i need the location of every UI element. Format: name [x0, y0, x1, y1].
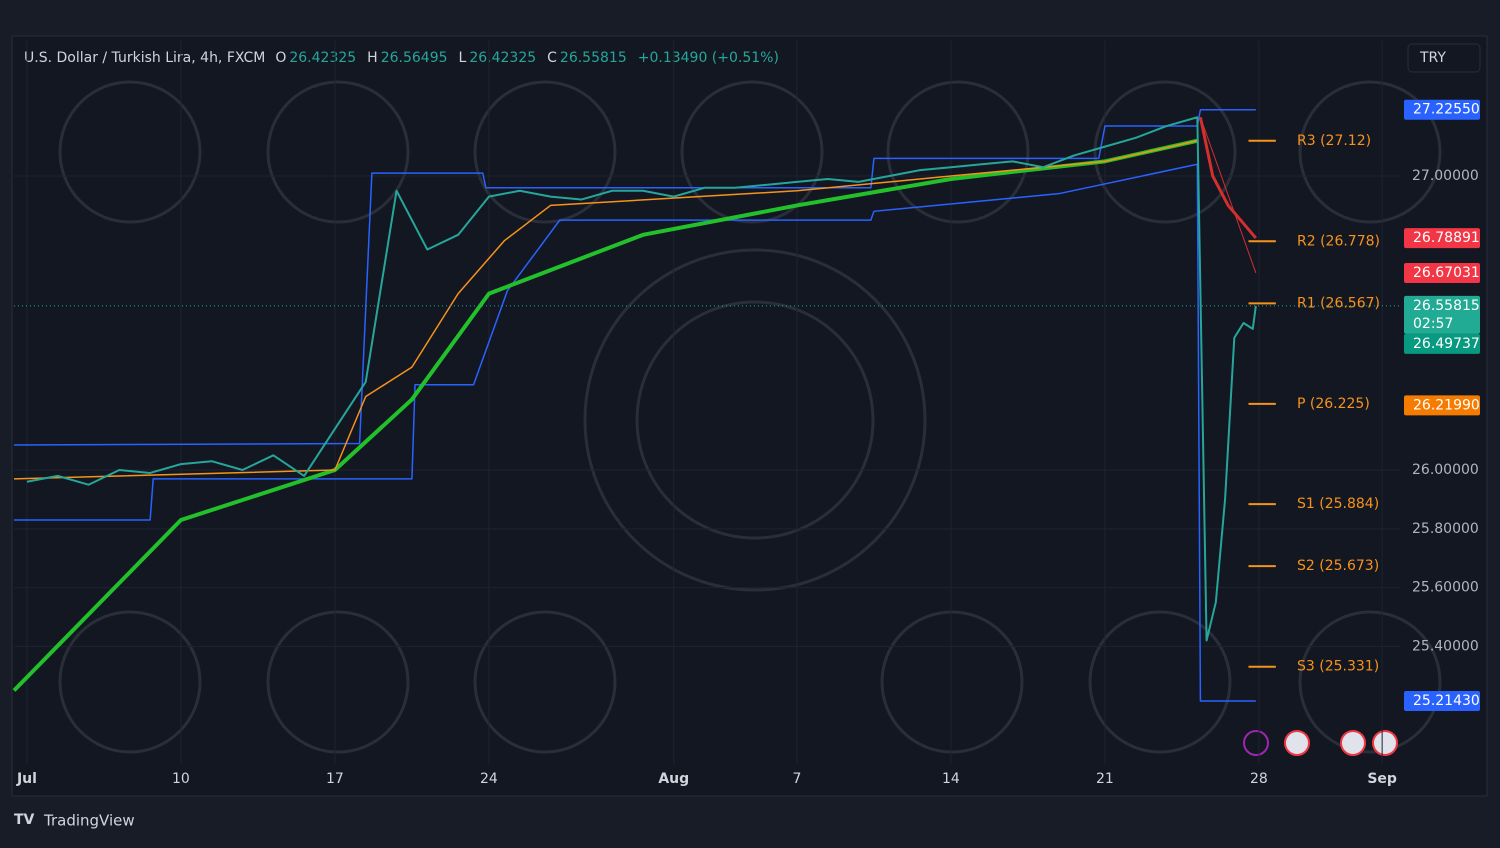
series-line [14, 163, 1256, 702]
pivot-label: S2 (25.673) [1297, 558, 1379, 574]
price-tag-label: 26.67031 [1413, 265, 1480, 281]
x-tick-label: Aug [658, 771, 689, 787]
x-tick-label: 28 [1250, 771, 1268, 787]
pivot-label: S1 (25.884) [1297, 496, 1379, 512]
price-tag [1404, 295, 1480, 334]
x-tick-label: 21 [1096, 771, 1114, 787]
price-tag [1404, 395, 1480, 416]
price-tag-label: 26.78891 [1413, 230, 1480, 246]
price-tag-label: 26.55815 [1413, 298, 1480, 314]
y-tick-label: 27.00000 [1412, 168, 1479, 184]
x-tick-label: 10 [172, 771, 190, 787]
pivot-label: R2 (26.778) [1297, 233, 1380, 249]
ohlc-value: 26.55815 [560, 50, 627, 66]
logo-mark: TV [14, 812, 35, 828]
chart-panel [11, 35, 1488, 797]
price-tag-label: 26.21990 [1413, 397, 1480, 413]
pivot-label: R1 (26.567) [1297, 295, 1380, 311]
price-tag-label: 25.21430 [1413, 693, 1480, 709]
ohlc-key: O [275, 50, 286, 66]
brand: TradingView [43, 812, 135, 830]
change: +0.13490 (+0.51%) [638, 50, 779, 66]
y-tick-label: 25.60000 [1412, 580, 1479, 596]
y-tick-label: 25.80000 [1412, 521, 1479, 537]
currency-button[interactable] [1407, 43, 1481, 73]
ohlc-key: H [367, 50, 378, 66]
series-line [26, 116, 1257, 642]
price-tag [1404, 690, 1480, 711]
x-tick-label: Sep [1367, 771, 1397, 787]
x-tick-label: 7 [792, 771, 801, 787]
countdown: 02:57 [1413, 316, 1453, 332]
symbol: U.S. Dollar / Turkish Lira, 4h, FXCM [24, 50, 265, 66]
price-tag-label: 27.22550 [1413, 102, 1480, 118]
x-tick-label: Jul [16, 771, 37, 787]
price-tag [1404, 333, 1480, 354]
currency[interactable]: TRY [1419, 50, 1446, 66]
ohlc-value: 26.56495 [381, 50, 448, 66]
ohlc-key: L [459, 50, 467, 66]
x-tick-label: 17 [326, 771, 344, 787]
x-tick-label: 24 [480, 771, 498, 787]
pivot-label: R3 (27.12) [1297, 133, 1371, 149]
header: U.S. Dollar / Turkish Lira, 4h, FXCM [24, 50, 265, 66]
pivot-label: S3 (25.331) [1297, 659, 1379, 675]
x-tick-label: 14 [942, 771, 960, 787]
y-tick-label: 26.00000 [1412, 462, 1479, 478]
price-tag [1404, 228, 1480, 249]
series-line [13, 140, 1198, 480]
price-tag-label: 26.49737 [1413, 336, 1480, 352]
watermark [58, 80, 1442, 754]
series-line [1198, 116, 1258, 240]
series-line [1199, 117, 1257, 274]
price-tag [1404, 99, 1480, 120]
event-icons [1243, 730, 1398, 756]
ohlc-key: C [547, 50, 557, 66]
price-tag [1404, 262, 1480, 283]
y-tick-label: 25.40000 [1412, 638, 1479, 654]
ohlc-value: 26.42325 [469, 50, 536, 66]
pivot-label: P (26.225) [1297, 396, 1370, 412]
ohlc-value: 26.42325 [289, 50, 356, 66]
series-line [12, 138, 1198, 692]
